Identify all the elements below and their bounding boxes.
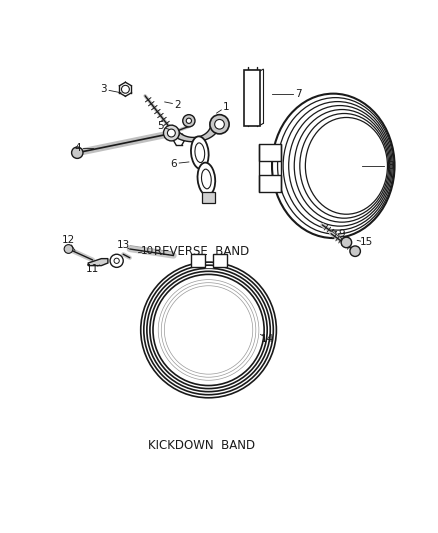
Circle shape: [114, 258, 119, 263]
Circle shape: [152, 274, 264, 385]
Text: 9: 9: [338, 229, 345, 239]
Text: 3: 3: [100, 84, 106, 94]
Bar: [201, 192, 215, 203]
Ellipse shape: [191, 136, 208, 169]
Circle shape: [150, 271, 267, 389]
Ellipse shape: [277, 98, 392, 234]
Text: 7: 7: [294, 88, 301, 99]
Ellipse shape: [197, 163, 215, 195]
Circle shape: [349, 246, 360, 256]
Polygon shape: [168, 124, 219, 142]
Circle shape: [110, 254, 123, 268]
Ellipse shape: [194, 143, 204, 163]
Circle shape: [71, 147, 83, 158]
Polygon shape: [88, 259, 108, 265]
Circle shape: [147, 268, 270, 392]
Circle shape: [64, 245, 73, 253]
Text: 2: 2: [174, 100, 181, 110]
Text: 15: 15: [359, 237, 372, 247]
Circle shape: [164, 286, 252, 374]
Bar: [244, 70, 260, 126]
Circle shape: [121, 85, 129, 93]
Bar: [212, 254, 226, 266]
Ellipse shape: [293, 109, 389, 222]
Text: 5: 5: [157, 122, 163, 132]
Circle shape: [340, 237, 351, 248]
Bar: [191, 254, 205, 266]
Bar: [258, 144, 280, 161]
Text: 14: 14: [261, 334, 274, 344]
Text: 13: 13: [117, 240, 130, 249]
Ellipse shape: [272, 94, 394, 238]
Circle shape: [161, 282, 255, 377]
Circle shape: [163, 125, 179, 141]
Ellipse shape: [305, 117, 387, 214]
Circle shape: [186, 118, 191, 124]
Text: 8: 8: [386, 161, 392, 171]
Circle shape: [141, 262, 276, 398]
Text: 1: 1: [222, 102, 229, 112]
Circle shape: [167, 127, 179, 139]
Text: 6: 6: [170, 159, 177, 168]
Bar: [258, 175, 280, 192]
Text: KICKDOWN  BAND: KICKDOWN BAND: [148, 439, 255, 453]
Circle shape: [158, 280, 258, 380]
Ellipse shape: [288, 106, 390, 226]
Text: REVERSE  BAND: REVERSE BAND: [154, 245, 249, 257]
Text: 4: 4: [74, 143, 81, 154]
Ellipse shape: [283, 102, 391, 230]
Circle shape: [167, 129, 175, 137]
Text: 12: 12: [62, 235, 75, 245]
Circle shape: [144, 265, 273, 395]
Circle shape: [182, 115, 194, 127]
Text: 10: 10: [141, 246, 153, 256]
Circle shape: [214, 119, 224, 129]
Ellipse shape: [299, 114, 388, 218]
Text: 11: 11: [86, 264, 99, 273]
Circle shape: [209, 115, 229, 134]
Ellipse shape: [201, 169, 211, 189]
